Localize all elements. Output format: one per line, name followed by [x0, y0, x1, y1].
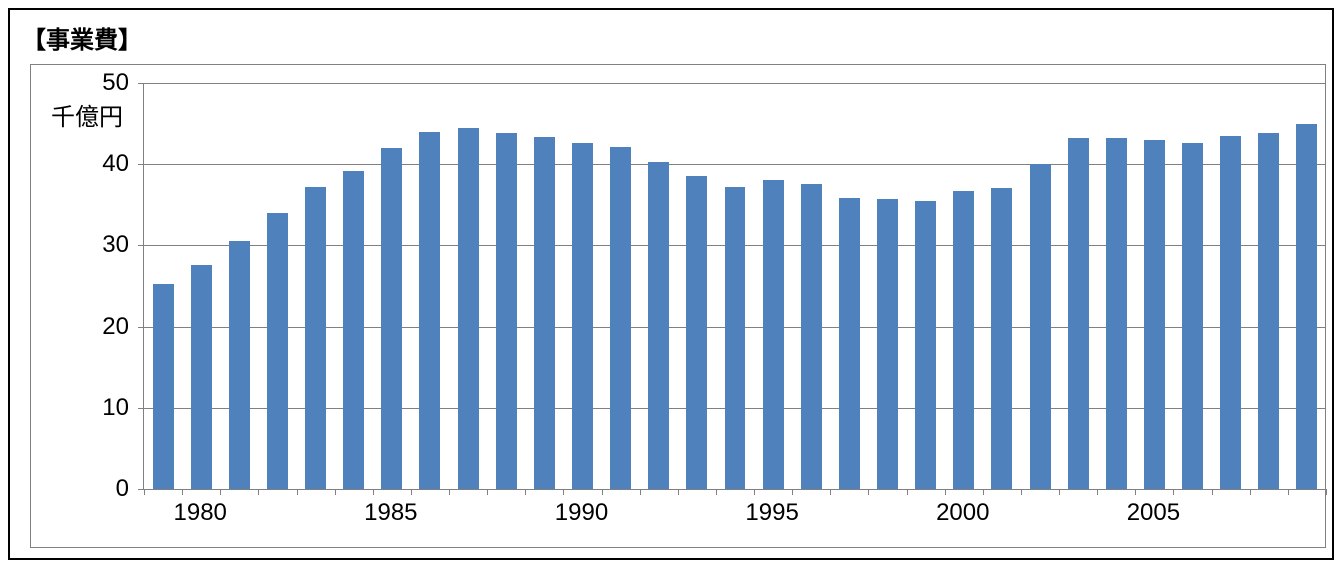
- x-axis-tick: [907, 489, 908, 495]
- y-axis-tick-label: 50: [31, 69, 129, 97]
- y-axis-tick: [138, 164, 144, 165]
- bar: [1182, 143, 1203, 489]
- x-axis-tick-label: 1990: [555, 499, 608, 527]
- y-axis-tick-label: 0: [31, 475, 129, 503]
- bar: [763, 180, 784, 489]
- x-axis-tick: [487, 489, 488, 495]
- bar: [953, 191, 974, 489]
- x-axis-tick: [678, 489, 679, 495]
- y-axis-tick: [138, 245, 144, 246]
- bar: [686, 176, 707, 489]
- x-axis-tick: [373, 489, 374, 495]
- bar: [458, 128, 479, 489]
- gridline: [144, 83, 1326, 84]
- bar: [725, 187, 746, 489]
- x-axis-tick: [525, 489, 526, 495]
- bar: [801, 184, 822, 489]
- bar: [1258, 133, 1279, 489]
- x-axis-tick: [716, 489, 717, 495]
- x-axis-tick: [983, 489, 984, 495]
- x-axis-tick: [1135, 489, 1136, 495]
- x-axis-tick: [1212, 489, 1213, 495]
- bar: [153, 284, 174, 489]
- bar: [1068, 138, 1089, 489]
- x-axis-tick: [640, 489, 641, 495]
- bar: [1296, 124, 1317, 489]
- x-axis-tick-label: 1980: [173, 499, 226, 527]
- bar: [991, 188, 1012, 489]
- bar: [1144, 140, 1165, 489]
- bar: [572, 143, 593, 489]
- x-axis-tick: [335, 489, 336, 495]
- bar: [191, 265, 212, 489]
- x-axis-tick: [182, 489, 183, 495]
- bar: [305, 187, 326, 489]
- y-axis-tick: [138, 83, 144, 84]
- bar: [1106, 138, 1127, 489]
- y-axis-tick: [138, 408, 144, 409]
- x-axis-tick: [1173, 489, 1174, 495]
- bar: [343, 171, 364, 489]
- bar: [648, 162, 669, 489]
- y-axis-tick-label: 10: [31, 394, 129, 422]
- x-axis-tick: [830, 489, 831, 495]
- x-axis-tick-label: 1995: [745, 499, 798, 527]
- x-axis-tick: [220, 489, 221, 495]
- y-axis-tick-label: 20: [31, 313, 129, 341]
- x-axis-tick: [945, 489, 946, 495]
- x-axis-tick: [144, 489, 145, 495]
- chart-frame: 千億円 0 10 20 30 40 50 1980 1985 1990 1995 2000 2005: [30, 64, 1326, 548]
- bar: [610, 147, 631, 489]
- x-axis-tick: [411, 489, 412, 495]
- x-axis-tick: [563, 489, 564, 495]
- x-axis-tick-label: 2000: [936, 499, 989, 527]
- x-axis-tick: [297, 489, 298, 495]
- bar: [839, 198, 860, 490]
- plot-area: [143, 83, 1326, 490]
- y-axis-tick: [138, 327, 144, 328]
- bar: [915, 201, 936, 489]
- x-axis-tick: [1021, 489, 1022, 495]
- bar: [1030, 164, 1051, 489]
- x-axis-tick: [1097, 489, 1098, 495]
- x-axis-tick: [1250, 489, 1251, 495]
- x-axis-tick: [449, 489, 450, 495]
- bar: [1220, 136, 1241, 489]
- bar: [267, 213, 288, 489]
- x-axis-tick: [1059, 489, 1060, 495]
- bar: [381, 148, 402, 489]
- x-axis-tick: [258, 489, 259, 495]
- bar: [229, 241, 250, 489]
- x-axis-tick-label: 2005: [1127, 499, 1180, 527]
- outer-frame: 【事業費】 千億円 0 10 20 30 40 50 1980 1985 1990 1995 200…: [8, 8, 1334, 560]
- bar: [534, 137, 555, 489]
- x-axis-tick: [868, 489, 869, 495]
- x-axis-tick-label: 1985: [364, 499, 417, 527]
- y-axis-unit-label: 千億円: [51, 97, 123, 132]
- bar: [419, 132, 440, 489]
- bar: [496, 133, 517, 489]
- x-axis-tick: [602, 489, 603, 495]
- bar: [877, 199, 898, 489]
- x-axis-tick: [1326, 489, 1327, 495]
- y-axis-tick-label: 30: [31, 231, 129, 259]
- y-axis-tick-label: 40: [31, 150, 129, 178]
- x-axis-tick: [754, 489, 755, 495]
- x-axis-tick: [792, 489, 793, 495]
- chart-title: 【事業費】: [22, 20, 142, 55]
- x-axis-tick: [1288, 489, 1289, 495]
